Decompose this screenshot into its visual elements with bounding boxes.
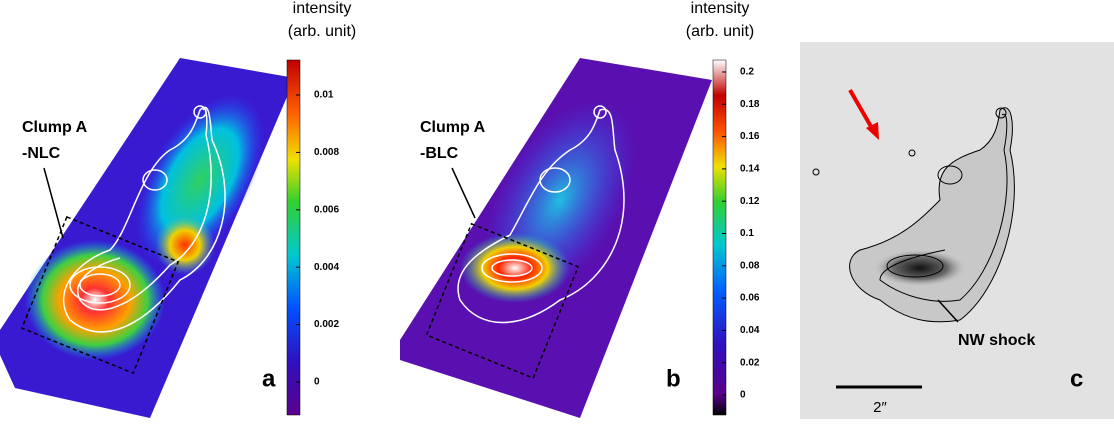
annotation: -BLC (420, 145, 459, 162)
panel-label: c (1070, 365, 1083, 392)
colorbar-tick-label: 0.12 (740, 196, 760, 207)
colorbar-title: intensity (293, 0, 352, 17)
colorbar-tick-label: 0.08 (740, 260, 760, 271)
colorbar-tick-label: 0.02 (740, 357, 760, 368)
panel-label: b (666, 365, 681, 392)
panel-label: a (262, 365, 276, 392)
colorbar-tick-label: 0.1 (740, 228, 754, 239)
colorbar-tick-label: 0 (314, 377, 320, 388)
colorbar-tick-label: 0.01 (314, 90, 334, 101)
annotation: -NLC (22, 145, 61, 162)
colorbar-tick-label: 0.18 (740, 99, 760, 110)
colorbar-title: (arb. unit) (288, 23, 356, 40)
annotation: NW shock (958, 332, 1035, 349)
colorbar-tick-label: 0.16 (740, 131, 760, 142)
colorbar-title: intensity (691, 0, 750, 17)
colorbar-ticks: 0.01 0.008 0.006 0.004 0.002 0 0.2 0.18 0.16 0.14… (296, 67, 760, 401)
colorbar-tick-label: 0.008 (314, 147, 339, 158)
colorbar-tick-label: 0 (740, 390, 746, 401)
colorbar-tick-label: 0.14 (740, 164, 760, 175)
colorbar-title: (arb. unit) (686, 23, 754, 40)
map-b (400, 58, 712, 418)
colorbar (712, 59, 727, 416)
map-a (0, 58, 295, 418)
colorbar (286, 59, 301, 416)
annotation: Clump A (22, 119, 88, 136)
scale-bar-label: 2″ (873, 399, 887, 416)
colorbar-tick-label: 0.002 (314, 319, 339, 330)
image-c (800, 42, 1114, 419)
colorbar-tick-label: 0.004 (314, 262, 339, 273)
colorbar-tick-label: 0.04 (740, 325, 760, 336)
colorbar-tick-label: 0.06 (740, 293, 760, 304)
annotation: Clump A (420, 119, 486, 136)
colorbar-tick-label: 0.006 (314, 204, 339, 215)
colorbar-tick-label: 0.2 (740, 67, 754, 78)
